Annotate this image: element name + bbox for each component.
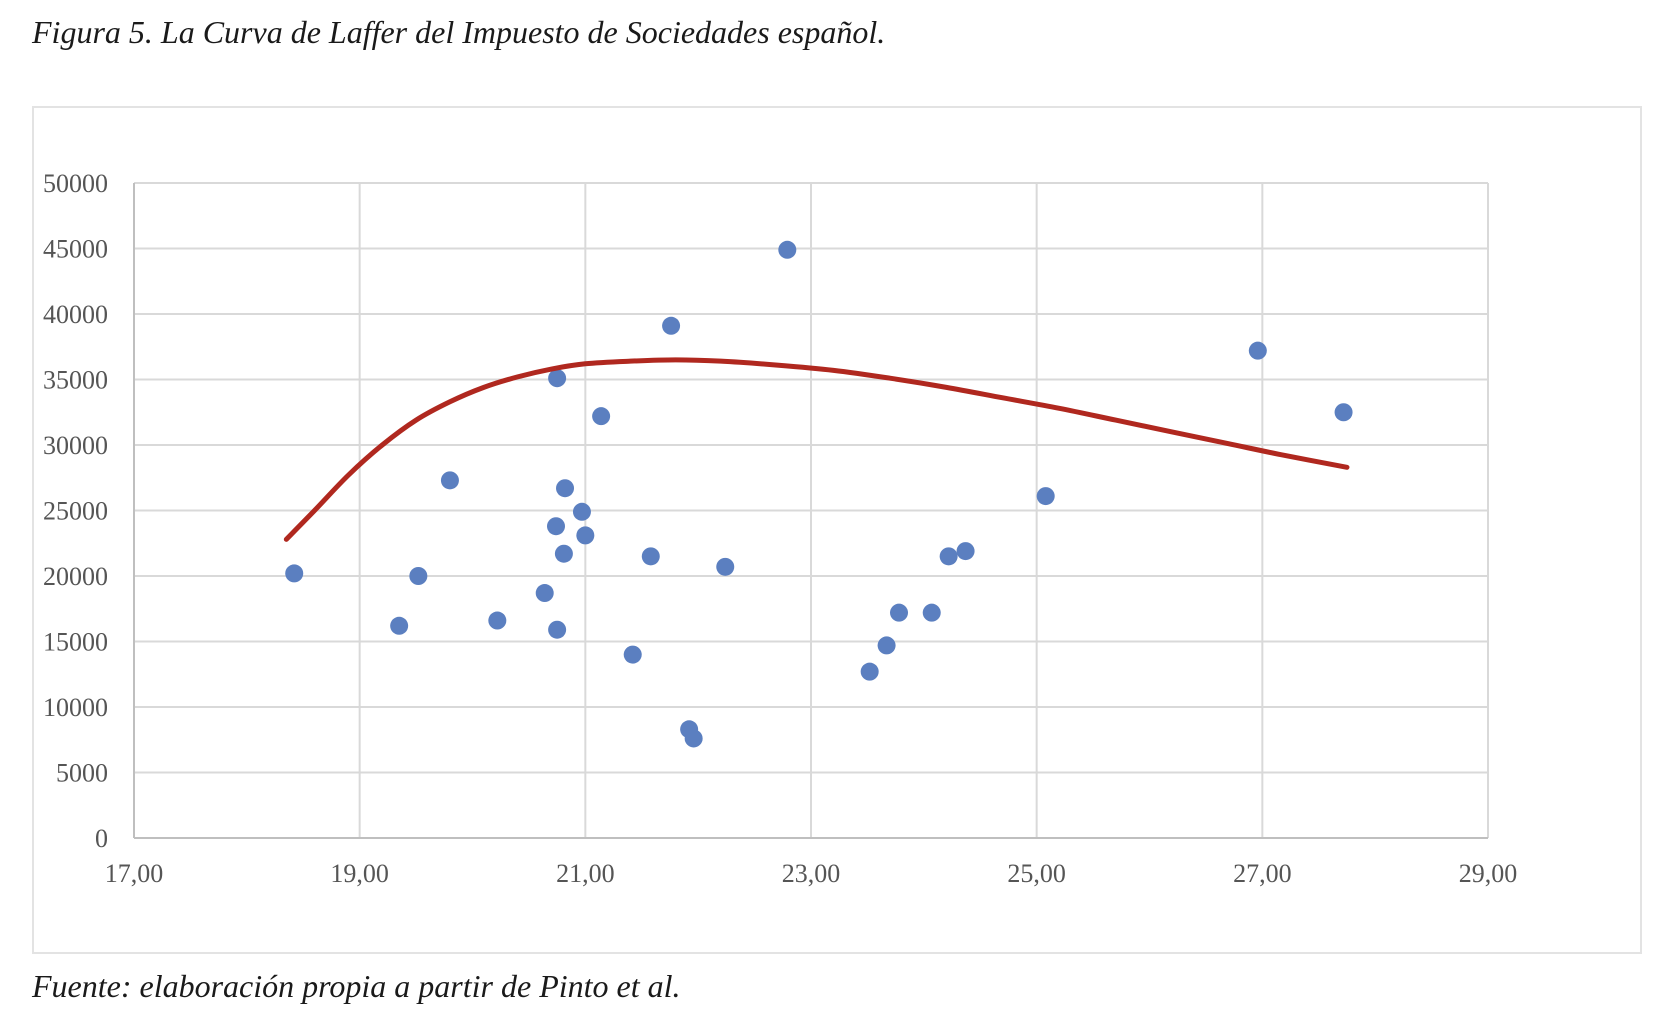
data-point [877,636,896,655]
data-point [939,547,958,566]
data-point [440,471,459,490]
x-tick-label: 21,00 [556,859,615,888]
data-point [1036,487,1055,506]
data-point [662,316,681,335]
trend-curve [283,357,1350,542]
y-tick-label: 15000 [43,628,108,657]
data-point [576,526,595,545]
gridlines [134,182,1489,838]
data-point [716,557,735,576]
data-point [285,564,304,583]
y-tick-label: 5000 [56,759,108,788]
data-point [592,407,611,426]
x-axis-tick-labels: 17,00 19,00 21,00 23,00 25,00 27,00 29,00 [105,859,1518,888]
data-point [684,729,703,748]
x-tick-label: 27,00 [1233,859,1292,888]
data-point [546,517,565,536]
data-point [554,544,573,563]
y-tick-label: 50000 [43,169,108,198]
data-point [922,603,941,622]
data-point [409,567,428,585]
data-point [390,616,409,635]
x-tick-label: 25,00 [1007,859,1066,888]
trend-curve-layer [283,357,1350,542]
y-tick-label: 45000 [43,235,108,264]
y-tick-label: 30000 [43,431,108,460]
data-point [778,240,797,259]
x-tick-label: 19,00 [330,859,389,888]
data-point [548,620,567,639]
data-points [285,240,1353,748]
data-point [572,502,591,521]
y-axis-tick-labels: 0 5000 10000 15000 20000 25000 30000 35000 40000… [43,169,108,853]
figure-source: Fuente: elaboración propia a partir de P… [32,968,681,1004]
data-point [548,369,567,388]
data-point [890,603,909,622]
data-point [535,584,554,603]
axes [133,183,1488,839]
scatter-chart: 17,00 19,00 21,00 23,00 25,00 27,00 29,00 0 500… [43,169,1518,888]
y-tick-label: 10000 [43,693,108,722]
chart-frame: 17,00 19,00 21,00 23,00 25,00 27,00 29,00 0 500… [32,106,1642,954]
y-tick-label: 40000 [43,300,108,329]
data-point [860,662,879,681]
x-tick-label: 23,00 [782,859,841,888]
data-point [1248,341,1267,360]
data-point [556,479,575,498]
data-point [623,645,642,664]
data-point [488,611,507,630]
x-tick-label: 29,00 [1459,859,1518,888]
y-tick-label: 0 [95,824,108,853]
data-point [956,542,975,561]
data-point [641,547,660,566]
y-tick-label: 20000 [43,562,108,591]
x-tick-label: 17,00 [105,859,164,888]
figure-title: Figura 5. La Curva de Laffer del Impuest… [32,14,886,50]
data-point [1334,403,1353,422]
y-tick-label: 35000 [43,366,108,395]
y-tick-label: 25000 [43,497,108,526]
